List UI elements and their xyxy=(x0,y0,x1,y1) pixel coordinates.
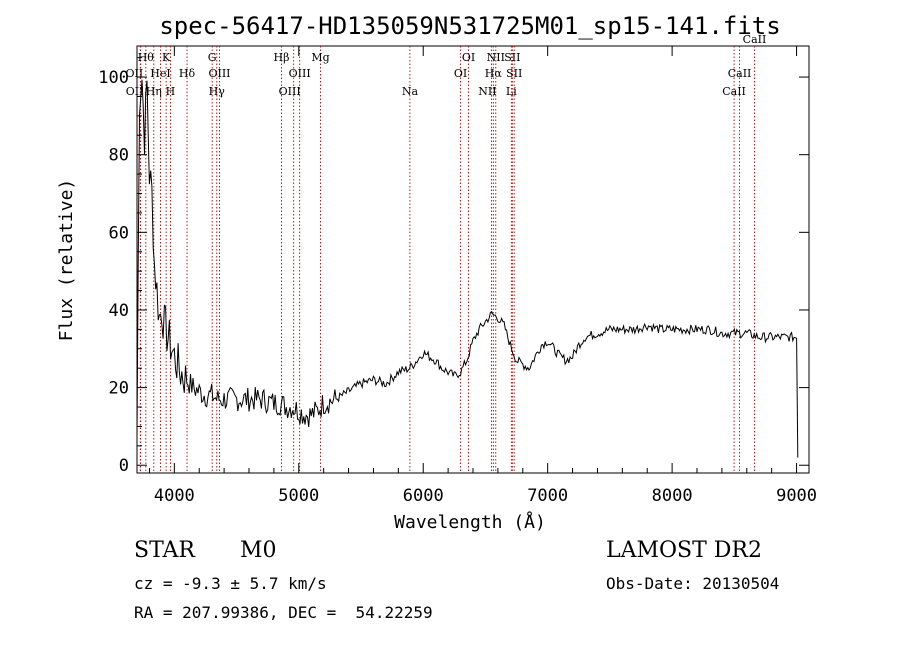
line-label-19: Hα xyxy=(485,67,503,80)
line-label-17: OI xyxy=(462,51,475,64)
line-label-10: OIII xyxy=(208,67,230,80)
x-tick-label-2: 6000 xyxy=(403,486,444,506)
x-tick-label-4: 8000 xyxy=(652,486,693,506)
line-label-8: G xyxy=(208,51,217,64)
line-label-15: Na xyxy=(402,85,419,98)
line-label-16: OI xyxy=(454,67,467,80)
line-label-9: Hγ xyxy=(209,85,226,98)
line-label-4: HeI xyxy=(150,67,170,80)
x-tick-label-1: 5000 xyxy=(278,486,319,506)
line-label-21: Li xyxy=(506,85,517,98)
line-label-25: CaII xyxy=(728,67,752,80)
line-label-13: OIII xyxy=(289,67,311,80)
line-label-6: H xyxy=(166,85,176,98)
spectrum-series-line xyxy=(136,79,799,458)
line-label-1: OII xyxy=(126,85,144,98)
spectral-line-labels: OIIOIIHθHηHeIKHHδGHγOIIIHβOIIIOIIIMgNaOI… xyxy=(126,33,767,98)
y-tick-label-4: 80 xyxy=(109,146,129,166)
object-class: STAR xyxy=(134,538,195,563)
spectral-line-markers xyxy=(139,46,755,473)
y-tick-label-2: 40 xyxy=(109,301,129,321)
line-label-14: Mg xyxy=(311,51,329,64)
line-label-11: Hβ xyxy=(274,51,290,64)
object-subclass: M0 xyxy=(240,538,277,563)
x-tick-label-0: 4000 xyxy=(154,486,195,506)
y-tick-label-3: 60 xyxy=(109,223,129,243)
chart-title: spec-56417-HD135059N531725M01_sp15-141.f… xyxy=(159,12,780,40)
y-tick-label-1: 20 xyxy=(109,379,129,399)
y-tick-label-0: 0 xyxy=(119,456,129,476)
y-axis-ticks: 0 20 40 60 80 100 xyxy=(98,57,809,476)
redshift-cz: cz = -9.3 ± 5.7 km/s xyxy=(134,574,327,593)
line-label-7: Hδ xyxy=(179,67,196,80)
line-label-18: NII xyxy=(478,85,496,98)
survey-name: LAMOST DR2 xyxy=(606,538,762,563)
line-label-12: OIII xyxy=(279,85,301,98)
line-label-3: Hη xyxy=(146,85,162,98)
line-label-5: K xyxy=(162,51,171,64)
line-label-22: SII xyxy=(504,51,520,64)
line-label-20: NII xyxy=(487,51,505,64)
x-tick-label-3: 7000 xyxy=(527,486,568,506)
observation-date: Obs-Date: 20130504 xyxy=(606,574,780,593)
line-label-2: Hθ xyxy=(138,51,155,64)
line-label-23: SII xyxy=(506,67,522,80)
x-axis-ticks: 4000 5000 6000 7000 8000 9000 xyxy=(148,46,817,506)
x-axis-label: Wavelength (Å) xyxy=(394,511,546,533)
line-label-24: CaII xyxy=(722,85,746,98)
coordinates: RA = 207.99386, DEC = 54.22259 xyxy=(134,603,433,622)
line-label-26: CaII xyxy=(743,33,767,46)
y-axis-label: Flux (relative) xyxy=(56,179,77,342)
x-tick-label-5: 9000 xyxy=(776,486,817,506)
y-tick-label-5: 100 xyxy=(98,68,129,88)
